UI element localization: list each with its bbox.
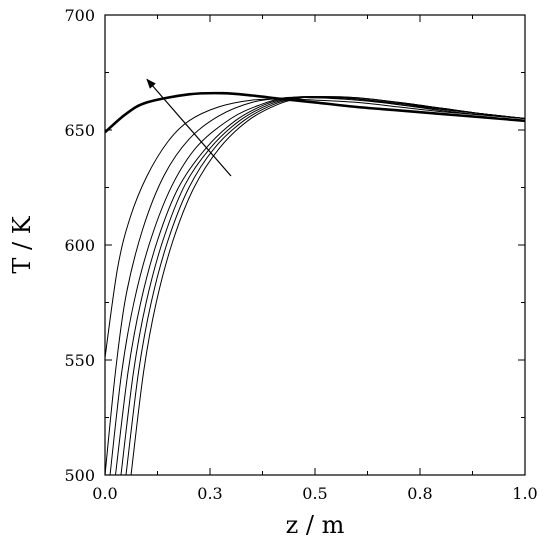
series-line-2 xyxy=(105,98,525,358)
x-tick-label: 0.5 xyxy=(302,484,327,503)
x-tick-label: 1.0 xyxy=(512,484,537,503)
series-line-6 xyxy=(120,96,525,475)
trend-arrow xyxy=(146,78,232,177)
y-axis-title: T / K xyxy=(8,215,36,273)
x-axis-title: z / m xyxy=(286,511,345,539)
plot-frame xyxy=(104,14,526,476)
y-tick-label: 550 xyxy=(64,351,95,370)
y-tick-label: 650 xyxy=(64,121,95,140)
series-line-7 xyxy=(125,96,525,475)
y-tick-label: 700 xyxy=(64,6,95,25)
series-layer xyxy=(105,91,525,475)
tick-layer: 0.0 0.3 0.5 0.8 1.0 500 550 600 650 700 xyxy=(64,6,537,503)
annotation-layer xyxy=(146,78,232,177)
series-line-4 xyxy=(109,96,525,475)
y-tick-label: 500 xyxy=(64,466,95,485)
x-tick-label: 0.0 xyxy=(92,484,117,503)
series-line-8 xyxy=(130,96,525,475)
x-tick-label: 0.8 xyxy=(407,484,432,503)
series-line-3 xyxy=(105,96,525,475)
series-line-5 xyxy=(115,96,525,475)
x-tick-label: 0.3 xyxy=(197,484,222,503)
y-tick-label: 600 xyxy=(64,236,95,255)
